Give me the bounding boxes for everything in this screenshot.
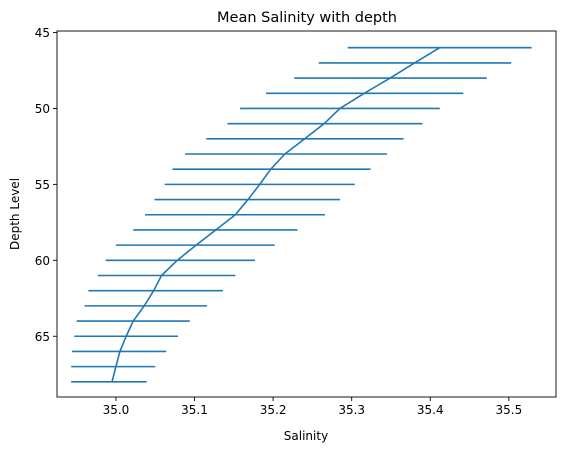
x-tick-label: 35.4 [417, 403, 444, 417]
x-tick-label: 35.5 [495, 403, 522, 417]
y-tick-label: 45 [35, 26, 50, 40]
y-axis-label: Depth Level [8, 178, 22, 250]
y-axis-ticks: 45 50 55 60 65 [35, 26, 57, 344]
x-tick-label: 35.0 [103, 403, 130, 417]
x-tick-label: 35.2 [260, 403, 287, 417]
x-tick-label: 35.3 [338, 403, 365, 417]
x-tick-label: 35.1 [181, 403, 208, 417]
x-axis-ticks: 35.0 35.1 35.2 35.3 35.4 35.5 [103, 397, 522, 417]
y-tick-label: 60 [35, 254, 50, 268]
y-tick-label: 55 [35, 178, 50, 192]
y-tick-label: 50 [35, 102, 50, 116]
chart-title: Mean Salinity with depth [217, 10, 397, 26]
x-axis-label: Salinity [284, 429, 328, 443]
mean-salinity-line [111, 47, 441, 383]
y-tick-label: 65 [35, 330, 50, 344]
plot-frame [56, 30, 557, 398]
error-bars [71, 46, 532, 383]
